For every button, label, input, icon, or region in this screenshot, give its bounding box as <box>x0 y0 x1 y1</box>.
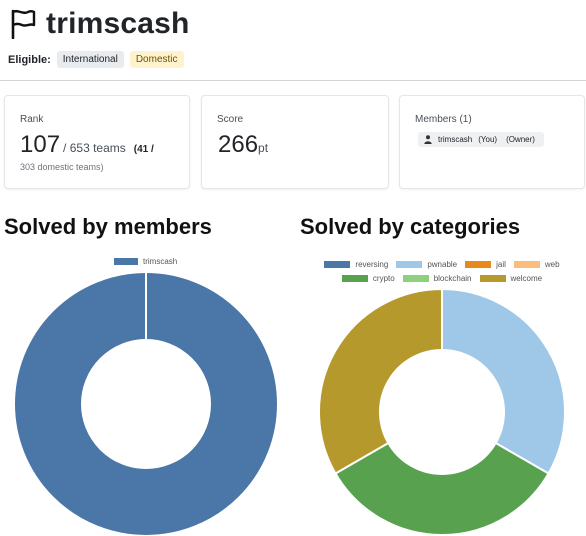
members-chart-title: Solved by members <box>4 214 212 239</box>
eligible-label: Eligible: <box>8 53 51 66</box>
slice-welcome[interactable] <box>318 288 443 475</box>
members-label: Members (1) <box>415 114 472 125</box>
members-donut-chart <box>15 273 277 535</box>
badge-international: International <box>56 51 124 68</box>
legend-item-welcome[interactable]: welcome <box>479 273 543 283</box>
member-role: (Owner) <box>506 135 535 144</box>
badge-domestic: Domestic <box>129 51 184 68</box>
team-name: trimscash <box>46 7 190 40</box>
rank-label: Rank <box>20 114 44 125</box>
legend-label-blockchain: blockchain <box>433 273 472 283</box>
legend-item-reversing[interactable]: reversing <box>324 260 388 269</box>
slice-pwnable[interactable] <box>441 288 566 475</box>
legend-item-crypto[interactable]: crypto <box>341 273 395 283</box>
legend-label-web: web <box>544 259 560 269</box>
legend-item-blockchain[interactable]: blockchain <box>402 273 472 283</box>
members-legend: trimscash <box>114 257 177 266</box>
legend-item-pwnable[interactable]: pwnable <box>396 260 457 269</box>
score-card: Score 266pt <box>201 95 389 189</box>
members-card: Members (1) trimscash (You) (Owner) <box>399 95 585 189</box>
legend-swatch-trimscash <box>114 258 138 265</box>
eligibility-row: Eligible: International Domestic <box>8 51 190 68</box>
categories-legend: reversing pwnable jail web crypto blockc… <box>318 257 566 285</box>
rank-domestic-total: 303 domestic teams) <box>20 162 104 172</box>
member-you: (You) <box>478 135 498 144</box>
legend-label-pwnable: pwnable <box>427 259 458 269</box>
team-header: trimscash <box>10 4 190 44</box>
rank-card: Rank 107/ 653 teams (41 / 303 domestic te… <box>4 95 190 189</box>
legend-label-welcome: welcome <box>510 273 543 283</box>
legend-label-trimscash: trimscash <box>143 257 178 266</box>
slice-crypto[interactable] <box>334 441 550 536</box>
flag-icon <box>11 9 36 39</box>
score-unit: pt <box>258 141 269 155</box>
rank-value: 107 <box>20 131 61 158</box>
score-value: 266 <box>218 131 259 158</box>
legend-item-jail[interactable]: jail <box>465 260 506 269</box>
member-name: trimscash <box>438 135 473 144</box>
categories-chart-title: Solved by categories <box>300 214 521 239</box>
legend-label-jail: jail <box>496 259 506 269</box>
rank-domestic: (41 / <box>133 144 154 155</box>
legend-label-reversing: reversing <box>355 259 389 269</box>
user-icon <box>424 135 432 144</box>
score-label: Score <box>217 114 244 125</box>
legend-label-crypto: crypto <box>372 273 395 283</box>
header-divider <box>0 80 586 81</box>
member-item[interactable]: trimscash (You) (Owner) <box>418 132 544 147</box>
rank-total: / 653 teams <box>63 141 126 155</box>
categories-donut-chart <box>318 288 566 536</box>
legend-item-web[interactable]: web <box>513 259 560 269</box>
